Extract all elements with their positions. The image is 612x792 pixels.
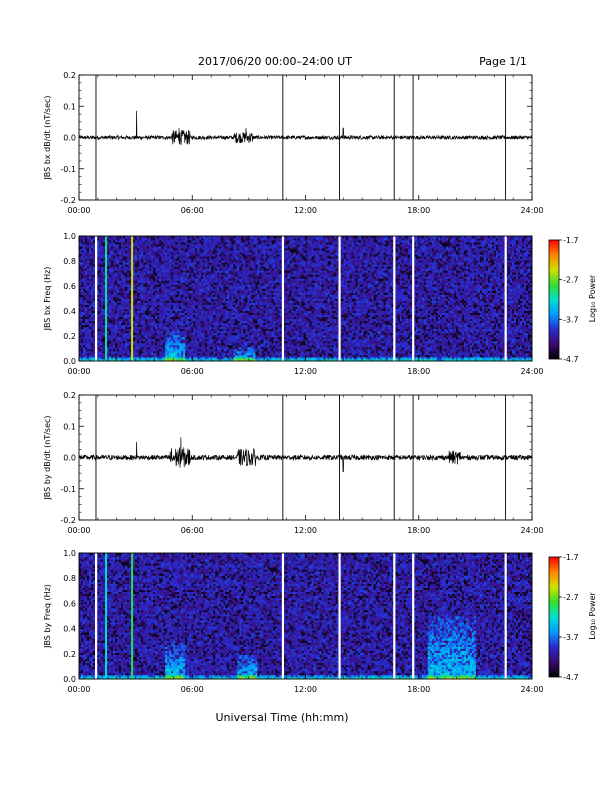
colorbar-tick-label: -1.7 [563, 553, 579, 562]
colorbar [548, 556, 560, 678]
data-gap-4 [412, 553, 415, 679]
data-gap-0 [94, 553, 98, 679]
data-gap-1 [281, 553, 285, 679]
data-gap-2 [338, 553, 341, 679]
colorbar-tick-label: -3.7 [563, 315, 579, 324]
x-tick-label: 06:00 [181, 206, 204, 215]
colorbar-tick-label: -1.7 [563, 236, 579, 245]
y-tick-label: 0.2 [63, 391, 76, 400]
y-tick-label: 0.8 [63, 257, 76, 266]
x-tick-label: 18:00 [407, 526, 430, 535]
y-tick-label: 1.0 [63, 232, 76, 241]
colorbar [548, 239, 560, 360]
data-gap-4 [412, 236, 415, 361]
y-tick-label: 0.2 [63, 650, 76, 659]
y-tick-label: 0.1 [63, 102, 76, 111]
x-tick-label: 00:00 [67, 685, 90, 694]
y-tick-label: 0.6 [63, 599, 76, 608]
y-tick-label: -0.2 [60, 196, 76, 205]
y-tick-label: 0.8 [63, 574, 76, 583]
x-tick-label: 06:00 [181, 526, 204, 535]
y-tick-label: 0.1 [63, 422, 76, 431]
y-tick-label: 1.0 [63, 549, 76, 558]
y-axis-label: JBS bx Freq (Hz) [43, 267, 52, 332]
x-tick-label: 12:00 [294, 367, 317, 376]
colorbar-tick-label: -3.7 [563, 633, 579, 642]
panel-by_spec: -1.7 -2.7 -3.7 -4.7 Log₁₀ Power 00:00 06:00 12:… [43, 549, 597, 694]
data-gap-1 [281, 236, 285, 361]
y-tick-label: -0.1 [60, 165, 76, 174]
x-tick-label: 12:00 [294, 685, 317, 694]
colorbar-label: Log₁₀ Power [588, 592, 597, 640]
data-gap-2 [338, 236, 341, 361]
page-number: Page 1/1 [479, 55, 527, 68]
data-gap-5 [504, 236, 507, 361]
y-tick-label: 0.2 [63, 332, 76, 341]
y-tick-label: 0.4 [63, 307, 76, 316]
y-axis-label: JBS by Freq (Hz) [43, 584, 52, 649]
y-tick-label: -0.2 [60, 516, 76, 525]
x-tick-label: 24:00 [520, 206, 543, 215]
colorbar-tick-label: -4.7 [563, 673, 579, 682]
spectrogram-cells [79, 236, 533, 362]
y-tick-label: 0.4 [63, 625, 76, 634]
x-axis-label: Universal Time (hh:mm) [216, 711, 349, 724]
x-tick-label: 00:00 [67, 206, 90, 215]
y-tick-label: -0.1 [60, 485, 76, 494]
colorbar-tick-label: -2.7 [563, 276, 579, 285]
x-tick-label: 12:00 [294, 526, 317, 535]
x-tick-label: 06:00 [181, 685, 204, 694]
colorbar-tick-label: -2.7 [563, 593, 579, 602]
x-tick-label: 00:00 [67, 526, 90, 535]
x-tick-label: 00:00 [67, 367, 90, 376]
data-gap-3 [393, 553, 396, 679]
y-tick-label: 0.2 [63, 71, 76, 80]
colorbar-tick-label: -4.7 [563, 355, 579, 364]
y-tick-label: 0.0 [63, 357, 76, 366]
y-tick-label: 0.6 [63, 282, 76, 291]
panel-bx_spec: -1.7 -2.7 -3.7 -4.7 Log₁₀ Power 00:00 06:00 12:… [43, 232, 597, 376]
trace-bx_ts [78, 110, 532, 145]
y-axis-label: JBS by dB/dt (nT/sec) [43, 415, 52, 500]
x-tick-label: 24:00 [520, 367, 543, 376]
plot-title: 2017/06/20 00:00–24:00 UT [198, 55, 352, 68]
spectrogram-cells [79, 553, 533, 680]
x-tick-label: 24:00 [520, 685, 543, 694]
colorbar-label: Log₁₀ Power [588, 274, 597, 322]
x-tick-label: 18:00 [407, 685, 430, 694]
panels: 00:00 06:00 12:00 18:00 24:00 0.2 0.1 0.0 -0.1 -0… [43, 71, 597, 694]
data-gap-0 [94, 236, 98, 361]
panel-by_ts: 00:00 06:00 12:00 18:00 24:00 0.2 0.1 0.0 -0.1 -0… [43, 391, 544, 535]
x-tick-label: 18:00 [407, 367, 430, 376]
x-tick-label: 24:00 [520, 526, 543, 535]
x-tick-label: 06:00 [181, 367, 204, 376]
y-tick-label: 0.0 [63, 675, 76, 684]
y-tick-label: 0.0 [63, 454, 76, 463]
data-gap-5 [504, 553, 507, 679]
panel-bx_ts: 00:00 06:00 12:00 18:00 24:00 0.2 0.1 0.0 -0.1 -0… [43, 71, 544, 215]
x-tick-label: 12:00 [294, 206, 317, 215]
y-axis-label: JBS bx dB/dt (nT/sec) [43, 95, 52, 180]
y-tick-label: 0.0 [63, 134, 76, 143]
data-gap-3 [393, 236, 396, 361]
x-tick-label: 18:00 [407, 206, 430, 215]
trace-by_ts [78, 437, 533, 472]
